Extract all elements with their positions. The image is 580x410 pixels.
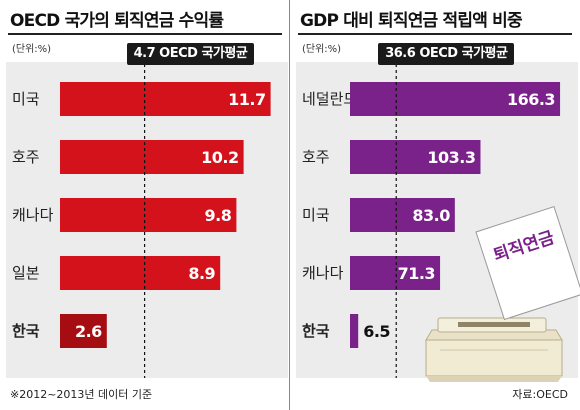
left-category-label: 한국 bbox=[12, 322, 40, 340]
right-value-label: 83.0 bbox=[412, 206, 450, 225]
left-value-label: 2.6 bbox=[75, 322, 102, 341]
left-category-label: 호주 bbox=[12, 148, 40, 166]
pension-ballot-paper: 퇴직연금 bbox=[475, 206, 580, 321]
right-bar bbox=[350, 82, 561, 116]
left-chart-panel: OECD 국가의 퇴직연금 수익률 (단위:%) 미국 11.7 호주 10.2 캐나다… bbox=[6, 11, 288, 401]
left-value-label: 8.9 bbox=[188, 264, 215, 283]
left-category-label: 일본 bbox=[12, 264, 40, 282]
ballot-box-illustration bbox=[425, 317, 563, 382]
left-bar bbox=[60, 256, 221, 290]
left-value-label: 10.2 bbox=[201, 148, 238, 167]
right-chart-title: GDP 대비 퇴직연금 적립액 비중 bbox=[300, 11, 523, 31]
left-unit-label: (단위:%) bbox=[12, 44, 52, 55]
right-value-label: 6.5 bbox=[363, 322, 390, 341]
right-category-label: 미국 bbox=[302, 206, 330, 224]
right-bar-chart: 퇴직연금 네덜란드 166.3 호주 103.3 미국 83.0 캐나다 71.3 한국 6.5 bbox=[302, 64, 580, 382]
left-footnote: ※2012~2013년 데이터 기준 bbox=[10, 388, 153, 401]
left-title-rule bbox=[8, 33, 282, 35]
left-bar bbox=[60, 82, 271, 116]
left-chart-title: OECD 국가의 퇴직연금 수익률 bbox=[10, 11, 224, 31]
right-bar bbox=[350, 314, 359, 348]
right-category-label: 한국 bbox=[302, 322, 330, 340]
right-chart-panel: GDP 대비 퇴직연금 적립액 비중 (단위:%) 퇴직연금 네덜란드 166.3… bbox=[290, 0, 580, 410]
right-unit-label: (단위:%) bbox=[302, 44, 342, 55]
right-bar bbox=[350, 140, 481, 174]
right-average-badge: 36.6 OECD 국가평균 bbox=[378, 43, 515, 65]
left-bar bbox=[60, 140, 244, 174]
right-bar bbox=[350, 198, 455, 232]
left-category-label: 캐나다 bbox=[12, 206, 54, 224]
right-value-label: 103.3 bbox=[427, 148, 475, 167]
left-category-label: 미국 bbox=[12, 90, 40, 108]
right-title-rule bbox=[298, 33, 572, 35]
source-note: 자료:OECD bbox=[512, 388, 568, 401]
right-category-label: 네덜란드 bbox=[302, 90, 357, 108]
left-bar bbox=[60, 314, 107, 348]
right-value-label: 166.3 bbox=[507, 90, 555, 109]
right-value-label: 71.3 bbox=[398, 264, 435, 283]
right-category-label: 캐나다 bbox=[302, 264, 344, 282]
left-value-label: 11.7 bbox=[228, 90, 265, 109]
left-average-badge: 4.7 OECD 국가평균 bbox=[126, 43, 255, 65]
left-bar bbox=[60, 198, 237, 232]
left-value-label: 9.8 bbox=[205, 206, 232, 225]
left-bar-chart: 미국 11.7 호주 10.2 캐나다 9.8 일본 8.9 한국 2.6 bbox=[12, 64, 271, 378]
panel-divider bbox=[289, 0, 290, 410]
right-bar bbox=[350, 256, 441, 290]
right-category-label: 호주 bbox=[302, 148, 330, 166]
